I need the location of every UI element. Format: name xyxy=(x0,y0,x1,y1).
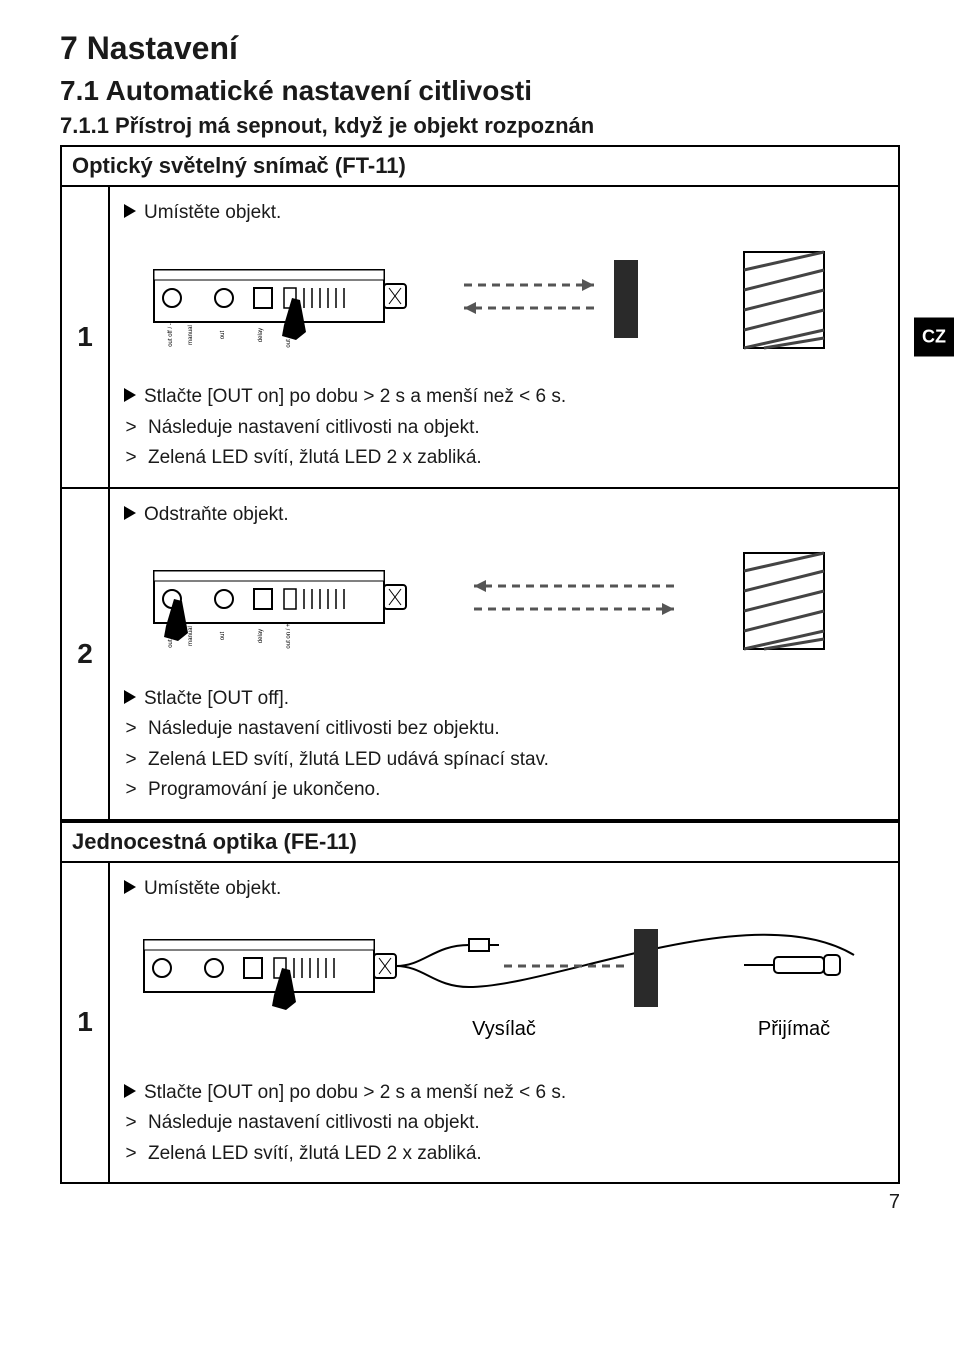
step-content: Odstraňte objekt. out off / - xyxy=(110,489,898,819)
device-label: out xyxy=(220,330,226,339)
triangle-icon xyxy=(124,1084,136,1098)
step-pre-line: Odstraňte objekt. xyxy=(144,501,289,530)
step-pre-line: Umístěte objekt. xyxy=(144,199,281,228)
table-row: 1 Umístěte objekt. xyxy=(62,863,898,1183)
receiver-icon xyxy=(744,955,840,975)
device-label: manual xyxy=(188,325,194,345)
page: 7 Nastavení 7.1 Automatické nastavení ci… xyxy=(60,30,900,1184)
wall-icon xyxy=(744,553,824,649)
triangle-icon xyxy=(124,506,136,520)
step-line: Následuje nastavení citlivosti na objekt… xyxy=(148,414,480,443)
gt-icon: > xyxy=(124,1109,138,1138)
gt-icon: > xyxy=(124,776,138,805)
step-line: Zelená LED svítí, žlutá LED 2 x zabliká. xyxy=(148,444,482,473)
gt-icon: > xyxy=(124,1140,138,1169)
page-number: 7 xyxy=(889,1191,900,1214)
gt-icon: > xyxy=(124,715,138,744)
triangle-icon xyxy=(124,880,136,894)
section1-table: Optický světelný snímač (FT-11) xyxy=(60,145,900,187)
device-label: out off / - xyxy=(168,323,174,347)
gt-icon: > xyxy=(124,746,138,775)
rx-label: Přijímač xyxy=(758,1018,830,1040)
step-pre-line: Umístěte objekt. xyxy=(144,875,281,904)
step-line: Následuje nastavení citlivosti na objekt… xyxy=(148,1109,480,1138)
svg-text:out on / +: out on / + xyxy=(286,623,292,649)
step-content: CZ Umístěte objekt. xyxy=(110,187,898,487)
table-row: 2 Odstraňte objekt. ou xyxy=(62,489,898,819)
cz-badge: CZ xyxy=(914,317,954,356)
device-label: delay xyxy=(258,327,264,341)
svg-text:delay: delay xyxy=(258,629,264,643)
svg-text:out: out xyxy=(220,631,226,640)
wall-icon xyxy=(744,252,824,348)
heading-1: 7 Nastavení xyxy=(60,30,900,67)
step-line: Stlačte [OUT off]. xyxy=(144,685,289,714)
section2-title: Jednocestná optika (FE-11) xyxy=(62,821,898,863)
step-number: 2 xyxy=(62,489,110,819)
triangle-icon xyxy=(124,388,136,402)
step-line: Následuje nastavení citlivosti bez objek… xyxy=(148,715,500,744)
triangle-icon xyxy=(124,690,136,704)
triangle-icon xyxy=(124,204,136,218)
step-content: Umístěte objekt. xyxy=(110,863,898,1183)
svg-text:manual: manual xyxy=(188,626,194,646)
gt-icon: > xyxy=(124,444,138,473)
tx-label: Vysílač xyxy=(472,1018,536,1040)
step-line: Zelená LED svítí, žlutá LED udává spínac… xyxy=(148,746,549,775)
table-row: 1 CZ Umístěte objekt. xyxy=(62,187,898,489)
step-number: 1 xyxy=(62,187,110,487)
gt-icon: > xyxy=(124,414,138,443)
section1-title: Optický světelný snímač (FT-11) xyxy=(61,146,899,186)
step-line: Programování je ukončeno. xyxy=(148,776,380,805)
step-line: Stlačte [OUT on] po dobu > 2 s a menší n… xyxy=(144,383,566,412)
step-number: 1 xyxy=(62,863,110,1183)
step-line: Zelená LED svítí, žlutá LED 2 x zabliká. xyxy=(148,1140,482,1169)
step-line: Stlačte [OUT on] po dobu > 2 s a menší n… xyxy=(144,1079,566,1108)
object-block xyxy=(634,929,658,1007)
diagram-step1-fe11: Vysílač Přijímač xyxy=(124,915,884,1055)
diagram-step1-ft11: out off / - manual out delay out on / + xyxy=(124,240,884,360)
heading-2: 7.1 Automatické nastavení citlivosti xyxy=(60,75,900,107)
diagram-step2-ft11: out off / - manual out delay out on / + xyxy=(124,541,884,661)
object-block xyxy=(614,260,638,338)
heading-3: 7.1.1 Přístroj má sepnout, když je objek… xyxy=(60,113,900,139)
